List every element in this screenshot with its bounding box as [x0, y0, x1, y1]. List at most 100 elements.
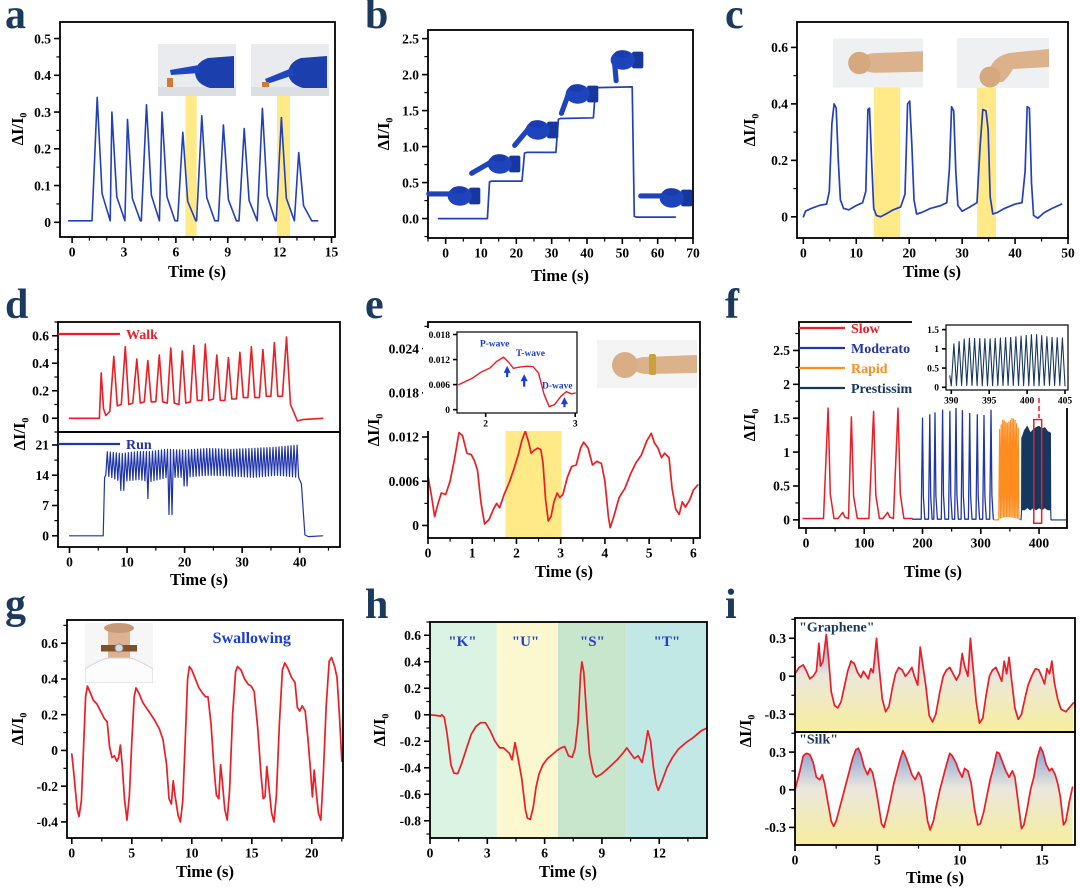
svg-text:Run: Run: [126, 438, 152, 453]
panel-a: a ΔI/I₀ 0 3 6 9 12 15 0 0.1 0.2 0.3 0.4 0.5 Time (s…: [0, 0, 360, 290]
svg-text:3: 3: [484, 846, 491, 861]
svg-text:-0.6: -0.6: [400, 787, 422, 802]
svg-text:20: 20: [510, 246, 524, 261]
x-axis-label: Time (s): [906, 868, 964, 887]
svg-text:2.0: 2.0: [402, 67, 419, 82]
svg-text:0: 0: [792, 853, 799, 868]
panel-letter-h: h: [365, 582, 389, 628]
x-axis-label: Time (s): [539, 862, 597, 881]
svg-text:P-wave: P-wave: [480, 340, 510, 350]
panel-letter-f: f: [725, 282, 739, 328]
svg-text:Rapid: Rapid: [851, 362, 888, 377]
svg-text:2.5: 2.5: [773, 343, 790, 358]
svg-text:12: 12: [273, 245, 287, 260]
svg-text:"Silk": "Silk": [799, 732, 838, 747]
svg-text:390: 390: [944, 397, 959, 407]
chart-finger-tapping: 0 3 6 9 12 15 0 0.1 0.2 0.3 0.4 0.5: [34, 21, 339, 260]
hand-bend-icon-2: [469, 150, 522, 178]
svg-text:9: 9: [599, 846, 606, 861]
svg-text:Prestissimo: Prestissimo: [851, 382, 919, 397]
panel-d: d ΔI/I₀ 0 0.2 0.4 0.6 Walk 0 10 20 30 40 0 7 14 21 Run…: [0, 282, 360, 590]
svg-text:0.5: 0.5: [773, 479, 790, 494]
panel-letter-e: e: [365, 282, 384, 328]
svg-text:0: 0: [414, 707, 421, 722]
svg-text:6: 6: [541, 846, 548, 861]
svg-text:405: 405: [1058, 397, 1073, 407]
svg-text:10: 10: [120, 555, 134, 570]
svg-text:0.2: 0.2: [34, 142, 51, 157]
chart-spoken-words: 0.3 0 -0.3 "Graphene" 0 5 10 15 0.3 0 -0.3 "Silk": [765, 617, 1076, 868]
svg-text:0.3: 0.3: [769, 745, 786, 760]
svg-text:2: 2: [483, 420, 488, 430]
svg-text:400: 400: [1020, 397, 1035, 407]
inset-photo-fist-straight: [833, 38, 923, 88]
panel-g: g ΔI/I₀ 0 5 10 15 20 -0.4 -0.2 0 0.2 0.4 0.6 Swallo…: [0, 582, 360, 889]
panel-letter-b: b: [365, 0, 389, 38]
svg-text:-0.3: -0.3: [765, 707, 787, 722]
svg-text:10: 10: [474, 246, 488, 261]
svg-text:0.3: 0.3: [34, 105, 51, 120]
svg-text:0: 0: [800, 246, 807, 261]
svg-text:0: 0: [42, 411, 49, 426]
svg-text:5: 5: [128, 846, 135, 861]
svg-text:300: 300: [971, 536, 992, 551]
panel-b: b ΔI/I₀ 0 10 20 30 40 50 60 70 0.0 0.5 1.0 1.5 2.0 2.…: [360, 0, 720, 290]
hand-bend-icon-1: [426, 182, 482, 210]
panel-c: c ΔI/I₀ 0 10 20 30 40 50 0 0.2 0.4 0.6 Time (s): [720, 0, 1080, 290]
svg-text:6: 6: [173, 245, 180, 260]
svg-text:D-wave: D-wave: [542, 381, 573, 391]
svg-text:0: 0: [66, 555, 73, 570]
svg-text:2.5: 2.5: [402, 31, 419, 46]
svg-text:0.3: 0.3: [769, 631, 786, 646]
svg-text:20: 20: [305, 846, 319, 861]
x-axis-label: Time (s): [170, 570, 228, 589]
svg-text:1: 1: [469, 546, 476, 561]
panel-letter-g: g: [5, 582, 26, 628]
svg-text:1.5: 1.5: [402, 103, 419, 118]
svg-text:0: 0: [425, 546, 432, 561]
panel-letter-d: d: [5, 282, 29, 328]
svg-text:0.2: 0.2: [32, 383, 49, 398]
svg-text:0: 0: [44, 215, 51, 230]
x-axis-label: Time (s): [904, 562, 962, 581]
svg-text:2: 2: [513, 546, 520, 561]
svg-text:0.4: 0.4: [34, 68, 51, 83]
chart-wrist-bending: 0 10 20 30 40 50 0 0.2 0.4 0.6: [771, 21, 1075, 261]
svg-text:0.6: 0.6: [771, 40, 788, 55]
x-axis-label: Time (s): [903, 262, 961, 281]
inset-photo-wrist-bent: [957, 36, 1049, 90]
inset-photo-finger-pressed: [250, 44, 330, 96]
x-axis-label: Time (s): [531, 266, 589, 285]
svg-text:Moderato: Moderato: [851, 342, 910, 357]
svg-text:0: 0: [445, 406, 450, 416]
svg-text:"Graphene": "Graphene": [799, 620, 874, 635]
svg-text:40: 40: [1008, 246, 1022, 261]
svg-text:5: 5: [874, 853, 881, 868]
svg-text:Swallowing: Swallowing: [213, 630, 291, 647]
svg-text:12: 12: [652, 846, 666, 861]
svg-text:20: 20: [178, 555, 192, 570]
inset-photo-wrist-sensor: [597, 340, 697, 388]
svg-text:3: 3: [573, 420, 578, 430]
svg-text:3: 3: [121, 245, 128, 260]
svg-text:3: 3: [557, 546, 564, 561]
svg-text:0.006: 0.006: [429, 381, 451, 391]
svg-text:"U": "U": [512, 634, 539, 650]
chart-tempo-response: 0 100 200 300 400 0 0.5 1 1.5 2 2.5 Slow Moderato Rap…: [773, 321, 1073, 551]
chart-swallowing: 0 5 10 15 20 -0.4 -0.2 0 0.2 0.4 0.6 Swallowing: [37, 619, 344, 861]
svg-text:70: 70: [686, 246, 700, 261]
svg-text:100: 100: [854, 536, 875, 551]
svg-text:1.5: 1.5: [773, 411, 790, 426]
svg-text:-0.4: -0.4: [400, 760, 422, 775]
x-axis-label: Time (s): [176, 862, 234, 881]
svg-text:0: 0: [783, 513, 790, 528]
svg-text:0.0: 0.0: [402, 211, 419, 226]
svg-text:10: 10: [185, 846, 199, 861]
chart-finger-bending-steps: 0 10 20 30 40 50 60 70 0.0 0.5 1.0 1.5 2.0 2.5: [402, 29, 700, 261]
svg-text:0.4: 0.4: [404, 654, 421, 669]
svg-text:1: 1: [783, 445, 790, 460]
panel-letter-a: a: [5, 0, 26, 38]
panel-h: h ΔI/I₀ 0 3 6 9 12 -0.8 -0.6 -0.4 -0.2 0 0.2 0.4 0.6…: [360, 582, 720, 889]
svg-text:0: 0: [803, 536, 810, 551]
